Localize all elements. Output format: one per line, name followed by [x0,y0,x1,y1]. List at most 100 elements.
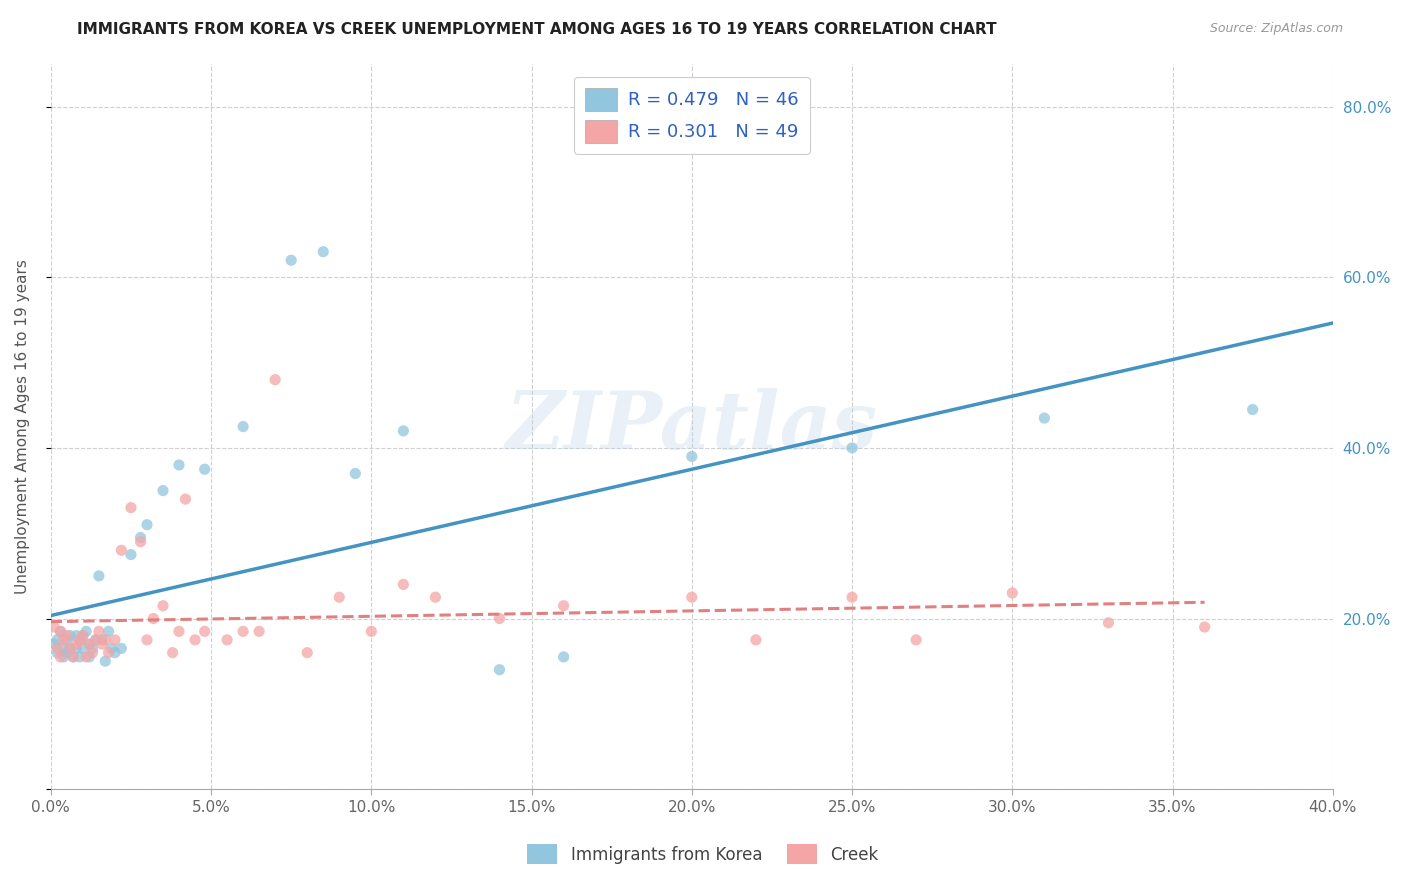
Point [1241,402,1264,417]
Point [59,629,82,643]
Point [232,419,254,434]
Point [75,624,97,639]
Point [49,649,72,664]
Point [681,450,703,464]
Point [232,624,254,639]
Point [129,531,152,545]
Point [42,637,65,651]
Point [46,632,69,647]
Point [52,632,75,647]
Point [52,649,75,664]
Legend: Immigrants from Korea, Creek: Immigrants from Korea, Creek [520,838,886,871]
Point [65,629,87,643]
Point [94,632,117,647]
Point [97,646,120,660]
Point [42,620,65,634]
Point [87,569,110,583]
Point [46,646,69,660]
Point [120,500,142,515]
Point [59,641,82,656]
Point [297,646,319,660]
Point [65,637,87,651]
Point [62,649,84,664]
Point [360,624,382,639]
Point [69,649,91,664]
Point [280,253,302,268]
Point [110,543,132,558]
Point [72,641,94,656]
Point [72,629,94,643]
Point [1097,615,1119,630]
Legend: R = 0.479   N = 46, R = 0.301   N = 49: R = 0.479 N = 46, R = 0.301 N = 49 [574,77,810,153]
Point [52,641,75,656]
Point [162,646,184,660]
Point [110,641,132,656]
Point [425,591,447,605]
Point [120,548,142,562]
Point [142,611,165,625]
Point [1194,620,1216,634]
Point [392,577,415,591]
Point [79,649,101,664]
Point [69,632,91,647]
Point [87,624,110,639]
Point [69,632,91,647]
Point [194,624,217,639]
Point [59,641,82,656]
Point [264,373,287,387]
Point [104,646,127,660]
Point [79,637,101,651]
Point [681,591,703,605]
Point [167,458,190,472]
Point [82,641,104,656]
Point [84,632,107,647]
Point [217,632,239,647]
Point [79,637,101,651]
Point [488,663,510,677]
Point [194,462,217,476]
Point [745,632,768,647]
Point [152,483,174,498]
Point [94,654,117,668]
Point [841,441,863,455]
Point [97,624,120,639]
Point [104,632,127,647]
Point [344,467,367,481]
Point [82,646,104,660]
Y-axis label: Unemployment Among Ages 16 to 19 years: Unemployment Among Ages 16 to 19 years [15,260,30,594]
Point [75,649,97,664]
Point [72,629,94,643]
Text: ZIPatlas: ZIPatlas [506,388,877,466]
Point [136,632,159,647]
Point [174,492,197,507]
Point [91,632,114,647]
Point [136,517,159,532]
Text: IMMIGRANTS FROM KOREA VS CREEK UNEMPLOYMENT AMONG AGES 16 TO 19 YEARS CORRELATIO: IMMIGRANTS FROM KOREA VS CREEK UNEMPLOYM… [77,22,997,37]
Point [553,649,575,664]
Point [392,424,415,438]
Point [56,646,79,660]
Point [553,599,575,613]
Point [312,244,335,259]
Point [152,599,174,613]
Point [129,534,152,549]
Point [65,641,87,656]
Point [167,624,190,639]
Point [1001,586,1024,600]
Point [56,629,79,643]
Point [488,611,510,625]
Point [49,624,72,639]
Point [84,632,107,647]
Text: Source: ZipAtlas.com: Source: ZipAtlas.com [1209,22,1343,36]
Point [905,632,928,647]
Point [1033,411,1056,425]
Point [247,624,270,639]
Point [328,591,350,605]
Point [184,632,207,647]
Point [49,624,72,639]
Point [56,632,79,647]
Point [46,641,69,656]
Point [62,649,84,664]
Point [91,637,114,651]
Point [100,641,122,656]
